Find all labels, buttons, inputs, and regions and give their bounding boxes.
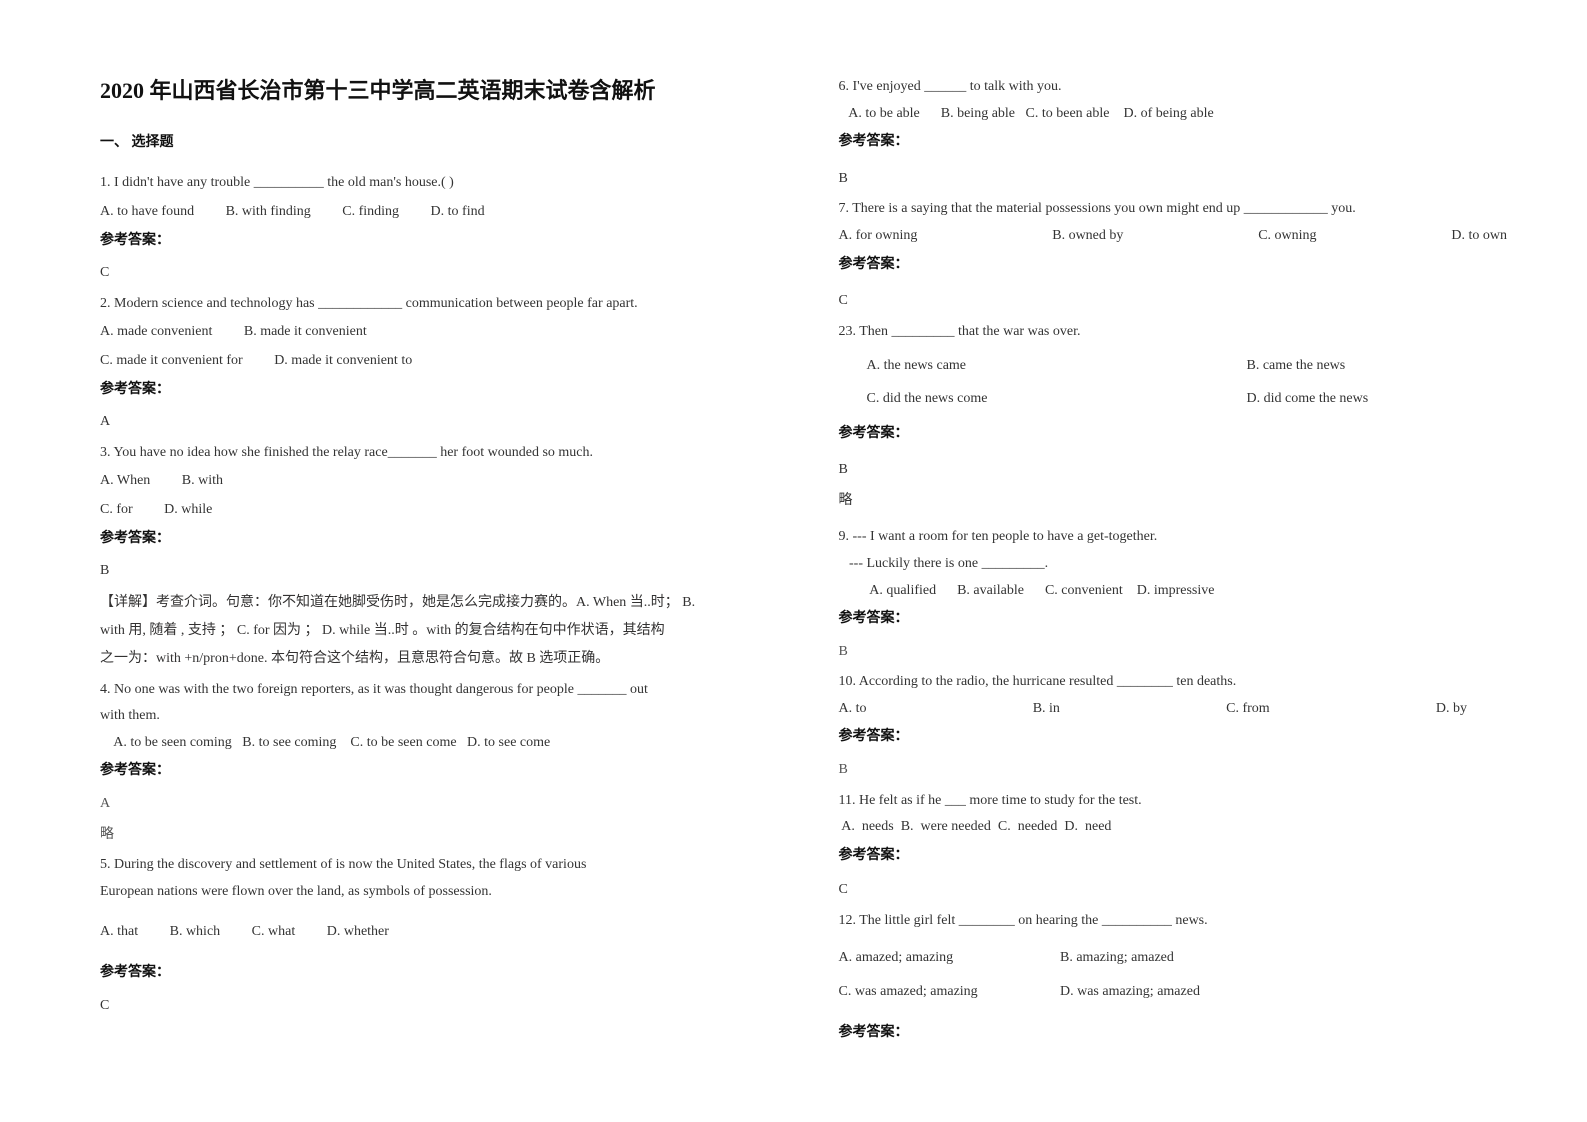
q7-answer: C — [839, 288, 1528, 315]
q11-options: A. needs B. were needed C. needed D. nee… — [839, 814, 1528, 841]
q12-opt-b: B. amazing; amazed — [1060, 945, 1174, 972]
q12-stem: 12. The little girl felt ________ on hea… — [839, 908, 1528, 935]
q7-answer-label: 参考答案： — [839, 252, 1528, 279]
q10-opt-b: B. in — [1033, 696, 1060, 723]
q1-answer-label: 参考答案： — [100, 228, 789, 255]
q1-answer: C — [100, 260, 789, 287]
q8-options-1: A. the news came B. came the news — [839, 353, 1528, 380]
q5-options: A. that B. which C. what D. whether — [100, 919, 789, 946]
q11-stem: 11. He felt as if he ___ more time to st… — [839, 788, 1528, 815]
q9-stem-1: 9. --- I want a room for ten people to h… — [839, 524, 1528, 551]
q4-options: A. to be seen coming B. to see coming C.… — [100, 730, 789, 757]
q8-options-2: C. did the news come D. did come the new… — [839, 386, 1528, 413]
q12-opt-d: D. was amazing; amazed — [1060, 979, 1200, 1006]
q6-options: A. to be able B. being able C. to been a… — [839, 101, 1528, 128]
q8-answer-label: 参考答案： — [839, 421, 1528, 448]
q3-answer-label: 参考答案： — [100, 526, 789, 553]
q12-options-2: C. was amazed; amazing D. was amazing; a… — [839, 979, 1528, 1006]
q7-opt-c: C. owning — [1258, 223, 1316, 250]
q2-stem: 2. Modern science and technology has ___… — [100, 291, 789, 318]
q2-opt-b: B. made it convenient — [244, 319, 367, 346]
q5-opt-c: C. what — [252, 919, 296, 946]
q8-lue: 略 — [839, 488, 1528, 515]
q3-opt-a: A. When — [100, 468, 150, 495]
q3-stem: 3. You have no idea how she finished the… — [100, 440, 789, 467]
q1-opt-b: B. with finding — [226, 199, 311, 226]
q7-opt-a: A. for owning — [839, 223, 918, 250]
doc-title: 2020 年山西省长治市第十三中学高二英语期末试卷含解析 — [100, 70, 789, 112]
q12-opt-c: C. was amazed; amazing — [839, 979, 1029, 1006]
section-heading: 一、 选择题 — [100, 130, 789, 157]
q8-stem: 23. Then _________ that the war was over… — [839, 319, 1528, 346]
q2-opt-a: A. made convenient — [100, 319, 212, 346]
q3-options-2: C. for D. while — [100, 497, 789, 524]
q12-opt-a: A. amazed; amazing — [839, 945, 1029, 972]
q3-explain-1: 【详解】考查介词。句意：你不知道在她脚受伤时，她是怎么完成接力赛的。A. Whe… — [100, 589, 789, 617]
q2-opt-c: C. made it convenient for — [100, 348, 243, 375]
left-column: 2020 年山西省长治市第十三中学高二英语期末试卷含解析 一、 选择题 1. I… — [100, 70, 819, 1082]
q8-opt-a: A. the news came — [867, 353, 1127, 380]
q2-answer: A — [100, 409, 789, 436]
q9-answer-label: 参考答案： — [839, 606, 1528, 633]
q5-opt-b: B. which — [170, 919, 221, 946]
q9-stem-2: --- Luckily there is one _________. — [839, 551, 1528, 578]
q4-answer: A — [100, 791, 789, 818]
q4-lue: 略 — [100, 822, 789, 849]
q8-opt-c: C. did the news come — [867, 386, 1127, 413]
q2-options-1: A. made convenient B. made it convenient — [100, 319, 789, 346]
q3-answer: B — [100, 558, 789, 585]
q4-stem-2: with them. — [100, 703, 789, 730]
q1-options: A. to have found B. with finding C. find… — [100, 199, 789, 226]
q5-answer-label: 参考答案： — [100, 960, 789, 987]
q1-opt-a: A. to have found — [100, 199, 194, 226]
q7-opt-b: B. owned by — [1052, 223, 1123, 250]
q5-opt-a: A. that — [100, 919, 138, 946]
q9-options: A. qualified B. available C. convenient … — [839, 578, 1528, 605]
q9-answer: B — [839, 639, 1528, 666]
q11-answer: C — [839, 877, 1528, 904]
q10-answer-label: 参考答案： — [839, 724, 1528, 751]
q6-answer: B — [839, 166, 1528, 193]
q4-answer-label: 参考答案： — [100, 758, 789, 785]
q4-stem-1: 4. No one was with the two foreign repor… — [100, 677, 789, 704]
q10-answer: B — [839, 757, 1528, 784]
q5-answer: C — [100, 993, 789, 1020]
q2-options-2: C. made it convenient for D. made it con… — [100, 348, 789, 375]
q12-answer-label: 参考答案： — [839, 1020, 1528, 1047]
q3-opt-b: B. with — [182, 468, 223, 495]
q5-opt-d: D. whether — [327, 919, 389, 946]
q7-options: A. for owning B. owned by C. owning D. t… — [839, 223, 1528, 250]
q8-answer: B — [839, 457, 1528, 484]
page-root: 2020 年山西省长治市第十三中学高二英语期末试卷含解析 一、 选择题 1. I… — [0, 0, 1587, 1122]
q6-stem: 6. I've enjoyed ______ to talk with you. — [839, 74, 1528, 101]
q3-opt-d: D. while — [164, 497, 212, 524]
q5-stem-1: 5. During the discovery and settlement o… — [100, 852, 789, 879]
q1-opt-c: C. finding — [342, 199, 399, 226]
q3-options-1: A. When B. with — [100, 468, 789, 495]
q1-stem: 1. I didn't have any trouble __________ … — [100, 170, 789, 197]
q2-opt-d: D. made it convenient to — [274, 348, 412, 375]
right-column: 6. I've enjoyed ______ to talk with you.… — [819, 70, 1538, 1082]
q10-opt-c: C. from — [1226, 696, 1270, 723]
q12-options-1: A. amazed; amazing B. amazing; amazed — [839, 945, 1528, 972]
q3-explain-3: 之一为：with +n/pron+done. 本句符合这个结构，且意思符合句意。… — [100, 645, 789, 673]
q7-opt-d: D. to own — [1451, 223, 1507, 250]
q7-stem: 7. There is a saying that the material p… — [839, 196, 1528, 223]
q10-opt-d: D. by — [1436, 696, 1467, 723]
q2-answer-label: 参考答案： — [100, 377, 789, 404]
q1-opt-d: D. to find — [431, 199, 485, 226]
q8-opt-b: B. came the news — [1247, 353, 1346, 380]
q10-stem: 10. According to the radio, the hurrican… — [839, 669, 1528, 696]
q11-answer-label: 参考答案： — [839, 843, 1528, 870]
q3-explain-2: with 用, 随着 , 支持 ； C. for 因为 ； D. while 当… — [100, 617, 789, 645]
q8-opt-d: D. did come the news — [1247, 386, 1369, 413]
q6-answer-label: 参考答案： — [839, 129, 1528, 156]
q5-stem-2: European nations were flown over the lan… — [100, 879, 789, 906]
q3-opt-c: C. for — [100, 497, 133, 524]
q10-options: A. to B. in C. from D. by — [839, 696, 1528, 723]
q10-opt-a: A. to — [839, 696, 867, 723]
